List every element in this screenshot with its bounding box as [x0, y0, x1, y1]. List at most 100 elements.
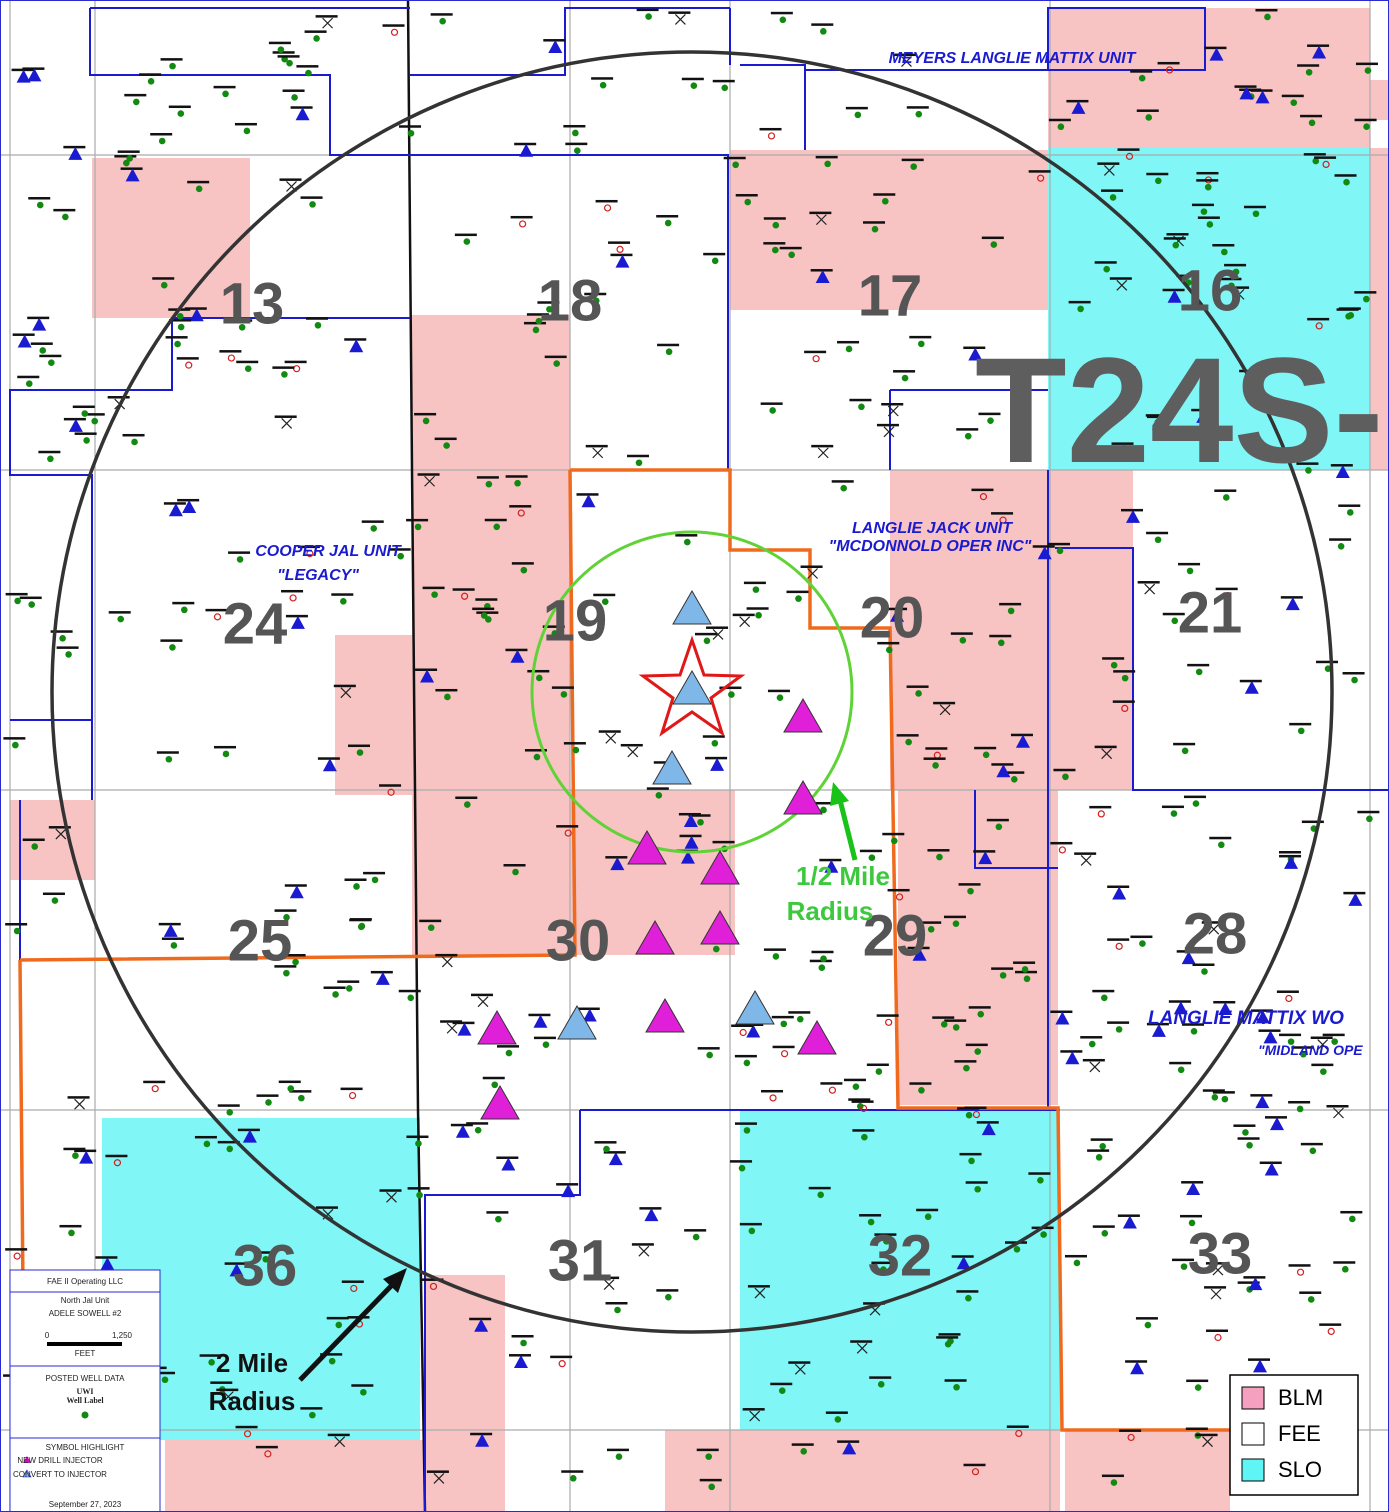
- well-label: [95, 1256, 117, 1259]
- well-label: [907, 685, 929, 688]
- well-label: [966, 1181, 988, 1184]
- well-label: [195, 1136, 217, 1139]
- well-label: [316, 1206, 338, 1209]
- well: [991, 241, 998, 248]
- well: [281, 371, 288, 378]
- well-label: [342, 1280, 364, 1283]
- well: [966, 1112, 973, 1119]
- well-label: [512, 562, 534, 565]
- well: [712, 740, 719, 747]
- well: [357, 749, 364, 756]
- well: [861, 1134, 868, 1141]
- well-label: [509, 505, 531, 508]
- well-label: [334, 685, 356, 688]
- well: [126, 155, 133, 162]
- well-label: [844, 1079, 866, 1082]
- well: [223, 751, 230, 758]
- well-label: [1289, 723, 1311, 726]
- well-label: [351, 1384, 373, 1387]
- well-label: [39, 355, 61, 358]
- well-label: [881, 403, 903, 406]
- well-label: [17, 376, 39, 379]
- well: [728, 691, 735, 698]
- well: [1057, 548, 1064, 555]
- well: [1040, 1231, 1047, 1238]
- annotation: 2 Mile: [216, 1348, 288, 1378]
- well-label: [1125, 1360, 1147, 1363]
- info-text: SYMBOL HIGHLIGHT: [46, 1443, 125, 1452]
- well-label: [761, 402, 783, 405]
- well: [1207, 221, 1214, 228]
- well-label: [1192, 204, 1214, 207]
- well-label: [1206, 1330, 1228, 1333]
- well: [1221, 249, 1228, 256]
- annotation: Radius: [209, 1386, 296, 1416]
- well: [1347, 509, 1354, 516]
- well-label: [877, 1014, 899, 1017]
- well-label: [291, 106, 313, 109]
- well: [855, 112, 862, 119]
- well-label: [1119, 1429, 1141, 1432]
- well-label: [933, 702, 955, 705]
- well: [1139, 75, 1146, 82]
- well: [1000, 972, 1007, 979]
- well-label: [476, 611, 498, 614]
- well-label: [809, 1187, 831, 1190]
- well-label: [318, 757, 340, 760]
- well-label: [527, 670, 549, 673]
- well-label: [682, 78, 704, 81]
- well-label: [187, 181, 209, 184]
- well: [780, 17, 787, 24]
- well: [543, 1041, 550, 1048]
- section-number: 18: [538, 268, 603, 333]
- well-label: [273, 51, 295, 54]
- well-label: [363, 872, 385, 875]
- well: [346, 985, 353, 992]
- well: [133, 99, 140, 106]
- well: [305, 70, 312, 77]
- well: [495, 1216, 502, 1223]
- well: [614, 1307, 621, 1314]
- well-label: [1213, 1001, 1235, 1004]
- well-label: [695, 633, 717, 636]
- well-label: [982, 237, 1004, 240]
- well: [1145, 114, 1152, 121]
- well-label: [1186, 1428, 1208, 1431]
- well-label: [1238, 1137, 1260, 1140]
- well: [656, 792, 663, 799]
- well-label: [780, 247, 802, 250]
- well-label: [371, 971, 393, 974]
- well-label: [966, 1044, 988, 1047]
- well-label: [1136, 1317, 1158, 1320]
- well: [159, 138, 166, 145]
- well-label: [435, 438, 457, 441]
- well-label: [1180, 1215, 1202, 1218]
- well: [1320, 1068, 1327, 1075]
- well: [1253, 210, 1260, 217]
- well-label: [1060, 1050, 1082, 1053]
- well-label: [999, 603, 1021, 606]
- well-label: [1178, 563, 1200, 566]
- well: [83, 437, 90, 444]
- well-label: [414, 413, 436, 416]
- well-label: [1311, 1037, 1333, 1040]
- well: [1242, 1129, 1249, 1136]
- well-label: [1050, 1011, 1072, 1014]
- well-label: [279, 1081, 301, 1084]
- well-label: [152, 277, 174, 280]
- well-label: [534, 1037, 556, 1040]
- well: [1366, 815, 1373, 822]
- well-label: [1049, 119, 1071, 122]
- well-label: [627, 455, 649, 458]
- well-label: [1204, 47, 1226, 50]
- well: [514, 480, 521, 487]
- well: [372, 877, 379, 884]
- well: [974, 1186, 981, 1193]
- well-label: [1066, 100, 1088, 103]
- well-label: [1209, 837, 1231, 840]
- well: [181, 607, 188, 614]
- well-label: [801, 565, 823, 568]
- well-label: [123, 434, 145, 437]
- well-label: [846, 107, 868, 110]
- section-number: 13: [220, 271, 285, 336]
